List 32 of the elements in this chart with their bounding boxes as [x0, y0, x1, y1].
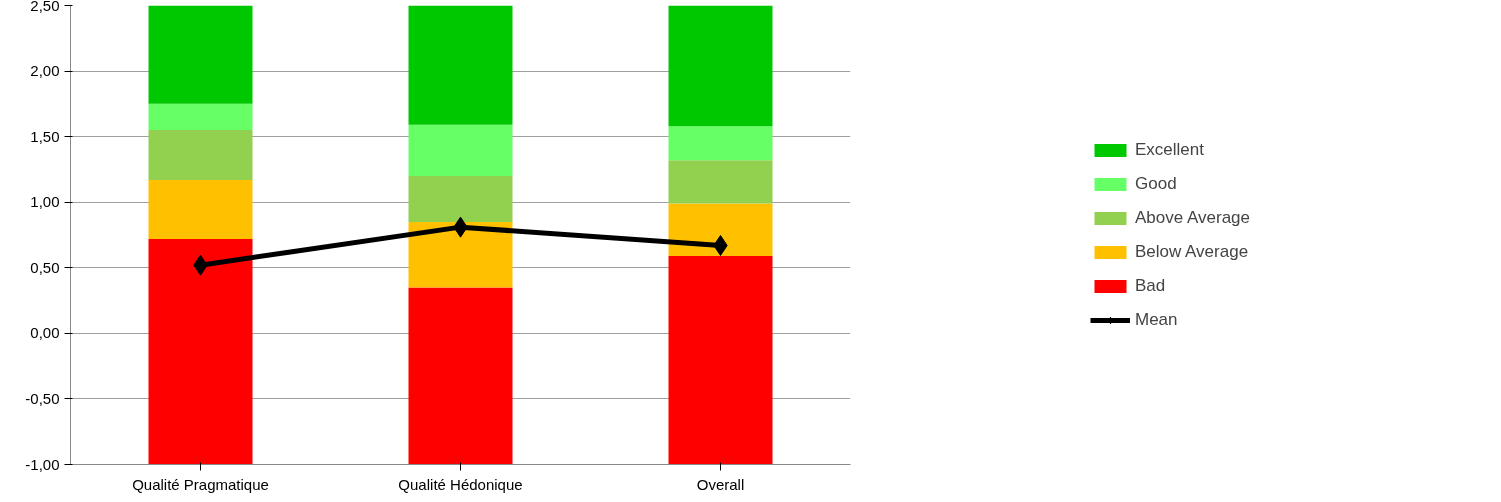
x-tick-label: Overall	[696, 475, 745, 493]
legend-label: Bad	[1135, 275, 1166, 296]
bar	[148, 5, 253, 104]
y-tick-label: 0,00	[30, 324, 60, 342]
bar	[668, 160, 773, 204]
x-tick-label: Qualité Hédonique	[398, 475, 523, 493]
bar	[668, 255, 773, 465]
bar	[408, 221, 513, 288]
y-tick-label: 1,50	[30, 127, 60, 145]
bar	[148, 179, 253, 239]
bar	[408, 124, 513, 176]
bar	[668, 5, 773, 127]
legend-label: Mean	[1135, 309, 1178, 330]
y-tick-label: -0,50	[25, 389, 60, 407]
y-tick-label: 2,50	[30, 0, 60, 14]
bar	[148, 130, 253, 180]
bar	[668, 203, 773, 256]
legend-label: Excellent	[1135, 139, 1204, 160]
bar	[148, 103, 253, 131]
y-tick-label: 0,50	[30, 258, 60, 276]
y-tick-label: 2,00	[30, 62, 60, 80]
bar	[148, 238, 253, 465]
bar	[408, 5, 513, 125]
legend-label: Good	[1135, 173, 1177, 194]
bar	[668, 126, 773, 161]
y-tick-label: 1,00	[30, 193, 60, 211]
bar	[408, 175, 513, 222]
y-tick-label: -1,00	[25, 455, 60, 473]
x-tick-label: Qualité Pragmatique	[132, 475, 269, 493]
legend-label: Below Average	[1135, 241, 1249, 262]
bar	[408, 287, 513, 465]
legend-label: Above Average	[1135, 207, 1250, 228]
